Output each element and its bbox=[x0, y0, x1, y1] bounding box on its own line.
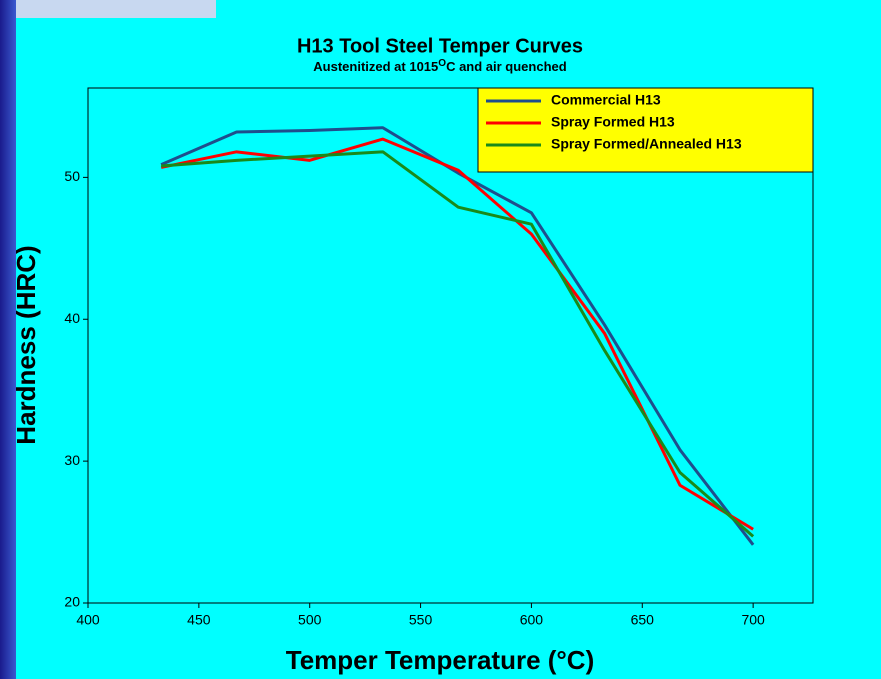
x-tick-label: 700 bbox=[741, 612, 765, 628]
x-tick-label: 600 bbox=[520, 612, 544, 628]
legend-label: Commercial H13 bbox=[551, 92, 661, 108]
series-line bbox=[160, 126, 755, 546]
subtitle-part: Austenitized at 1015 bbox=[313, 59, 438, 74]
slide-header bbox=[16, 0, 216, 18]
chart-title: H13 Tool Steel Temper Curves bbox=[297, 35, 583, 57]
plot-frame bbox=[87, 87, 814, 604]
x-tick-label: 650 bbox=[631, 612, 655, 628]
x-axis-label: Temper Temperature (°C) bbox=[286, 645, 595, 675]
legend-label: Spray Formed H13 bbox=[551, 114, 675, 130]
series-line bbox=[160, 137, 754, 531]
x-tick-label: 500 bbox=[298, 612, 322, 628]
x-tick-label: 550 bbox=[409, 612, 433, 628]
y-tick-label: 40 bbox=[64, 310, 80, 326]
y-axis-label: Hardness (HRC) bbox=[11, 245, 41, 444]
x-tick-label: 400 bbox=[76, 612, 100, 628]
y-tick-label: 30 bbox=[64, 452, 80, 468]
slide-strip bbox=[0, 0, 16, 679]
y-tick-label: 20 bbox=[64, 594, 80, 610]
chart-subtitle: Austenitized at 1015OC and air quenched bbox=[313, 58, 566, 75]
subtitle-part: C and air quenched bbox=[446, 59, 567, 74]
subtitle-sup: O bbox=[438, 58, 446, 69]
series-line bbox=[161, 150, 755, 538]
legend-label: Spray Formed/Annealed H13 bbox=[551, 136, 742, 152]
x-tick-label: 450 bbox=[187, 612, 211, 628]
y-tick-label: 50 bbox=[64, 168, 80, 184]
